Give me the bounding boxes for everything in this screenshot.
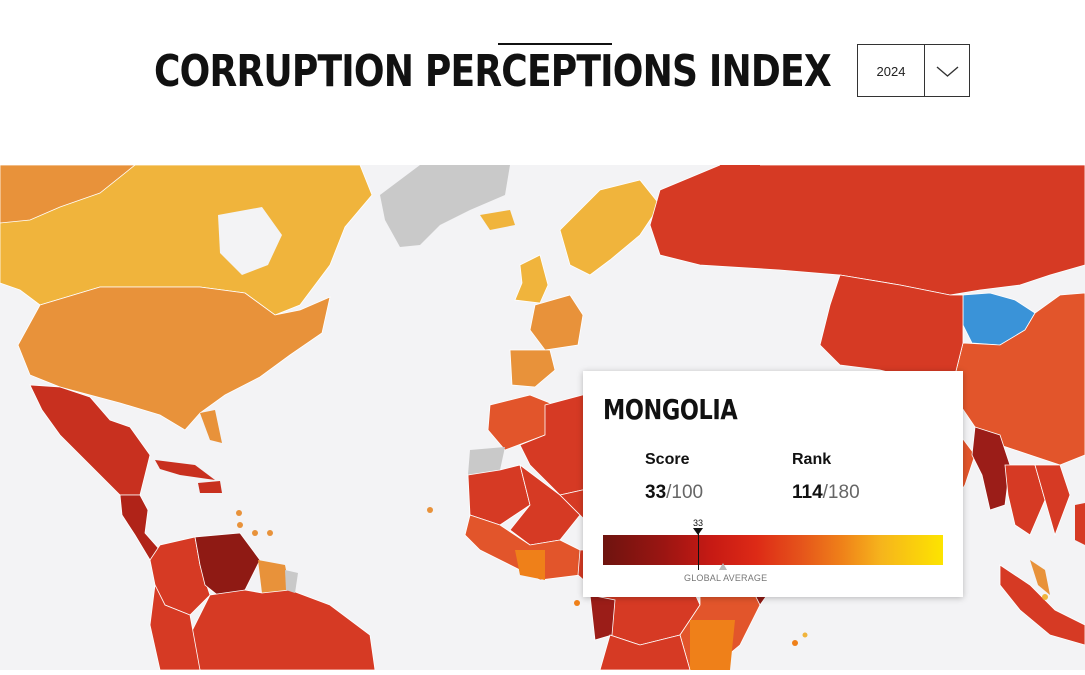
scale-marker-value: 33	[692, 518, 703, 528]
map-country-congo-dr	[589, 594, 616, 641]
world-map[interactable]: MONGOLIA Score 33/100 Rank 114/180 33 GL…	[0, 164, 1085, 671]
map-dot-comoros	[792, 640, 798, 646]
map-country-guyana	[258, 560, 290, 593]
map-country-russia	[649, 164, 1085, 296]
map-country-scandinavia	[559, 179, 661, 276]
rank-value-group: 114/180	[792, 482, 860, 504]
map-country-brazil	[189, 589, 376, 671]
score-label: Score	[645, 451, 690, 468]
map-country-vietnam	[1034, 464, 1071, 537]
map-country-greenland	[380, 165, 510, 247]
map-country-central-america	[119, 494, 161, 561]
title-rule	[498, 43, 612, 45]
country-tooltip: MONGOLIA Score 33/100 Rank 114/180 33 GL…	[583, 371, 963, 597]
map-country-southern-africa	[599, 634, 691, 671]
map-water-hudson-bay	[218, 207, 282, 275]
map-country-france	[529, 294, 584, 351]
map-country-myanmar	[971, 426, 1011, 511]
chevron-down-icon[interactable]	[925, 45, 970, 96]
map-country-french-guiana	[285, 570, 298, 593]
page-header: CORRUPTION PERCEPTIONS INDEX 2024	[0, 0, 1085, 165]
score-scale-bar	[603, 535, 943, 565]
map-country-cuba	[155, 460, 215, 480]
year-dropdown-divider	[924, 45, 925, 96]
map-dot-caribbean-1	[236, 510, 242, 516]
map-country-malaysia	[1030, 560, 1050, 595]
year-dropdown[interactable]: 2024	[857, 44, 970, 97]
map-country-usa-alaska	[0, 164, 137, 224]
map-country-mexico	[29, 384, 151, 496]
global-average-label: GLOBAL AVERAGE	[684, 573, 768, 583]
map-country-iceland	[480, 210, 515, 230]
map-country-indonesia	[999, 564, 1085, 646]
map-country-hispaniola	[198, 481, 222, 493]
page-title: CORRUPTION PERCEPTIONS INDEX	[153, 46, 832, 97]
year-dropdown-value: 2024	[876, 64, 906, 79]
map-dot-caribbean-2	[237, 522, 243, 528]
map-dot-seychelles	[802, 632, 808, 638]
score-value-group: 33/100	[645, 482, 703, 504]
map-country-canada	[0, 164, 373, 316]
map-dot-atlantic	[427, 507, 433, 513]
rank-value: 114	[792, 482, 823, 503]
map-country-russia-far	[720, 165, 760, 200]
map-country-ghana	[515, 550, 545, 580]
rank-max: /180	[822, 482, 860, 503]
map-dot-singapore	[1042, 594, 1048, 600]
scale-marker-line	[698, 531, 699, 570]
map-dot-sao-tome	[574, 600, 580, 606]
score-max: /100	[666, 482, 704, 503]
map-country-usa-florida	[200, 410, 222, 443]
map-dot-caribbean-4	[267, 530, 273, 536]
map-country-philippines	[1075, 503, 1085, 545]
map-dot-caribbean-3	[252, 530, 258, 536]
map-country-uk	[514, 254, 549, 304]
rank-label: Rank	[792, 451, 832, 468]
global-average-marker	[719, 563, 727, 570]
tooltip-country-name: MONGOLIA	[603, 393, 738, 426]
score-value: 33	[645, 482, 667, 503]
map-country-spain	[509, 349, 556, 388]
map-country-tanzania	[690, 620, 735, 670]
map-country-western-sahara	[468, 447, 505, 475]
